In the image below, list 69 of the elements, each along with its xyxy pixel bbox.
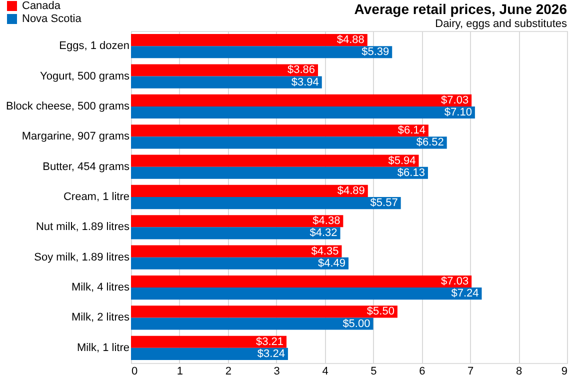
x-tick-label: 3: [274, 366, 280, 378]
y-tick-label: Milk, 2 litres: [71, 312, 130, 324]
bar: [131, 46, 392, 58]
bar: [131, 288, 482, 300]
y-tick-label: Yogurt, 500 grams: [40, 70, 130, 82]
data-label: $7.24: [451, 288, 479, 300]
y-tick-label: Cream, 1 litre: [63, 191, 130, 203]
data-label: $6.52: [416, 136, 444, 149]
bar: [131, 336, 287, 348]
bar: [131, 227, 340, 240]
x-tick-label: 1: [176, 366, 184, 378]
data-label: $4.49: [318, 257, 346, 270]
bar: [131, 215, 344, 228]
x-tick-label: 8: [516, 366, 522, 378]
x-tick-label: 5: [370, 366, 377, 378]
bar: [131, 275, 472, 288]
y-tick-label: Milk, 1 litre: [76, 342, 130, 354]
legend-label: Canada: [22, 0, 62, 12]
bar: [131, 34, 368, 46]
data-label: $6.14: [398, 124, 426, 137]
x-tick-label: 2: [225, 366, 232, 378]
data-label: $4.32: [310, 227, 338, 240]
x-tick-label: 0: [132, 366, 138, 378]
data-label: $5.94: [388, 154, 416, 167]
x-tick-label: 7: [468, 366, 474, 378]
bar: [131, 106, 475, 119]
data-label: $4.89: [337, 184, 365, 197]
bar: [131, 306, 398, 318]
data-label: $4.88: [336, 34, 364, 46]
x-tick-label: 9: [561, 366, 568, 378]
bar: [131, 184, 368, 197]
data-label: $7.10: [444, 106, 472, 118]
bar: [131, 124, 428, 137]
chart-subtitle: Dairy, eggs and substitutes: [435, 18, 568, 30]
data-label: $4.38: [312, 215, 340, 228]
bar: [131, 64, 318, 76]
data-label: $4.35: [311, 245, 339, 258]
legend-label: Nova Scotia: [22, 13, 82, 25]
bar: [131, 76, 322, 88]
x-tick-label: 4: [322, 366, 328, 378]
bar: [131, 318, 374, 330]
bar: [131, 136, 447, 149]
y-tick-label: Milk, 4 litres: [71, 282, 130, 294]
data-label: $5.00: [342, 318, 370, 330]
data-label: $3.24: [257, 348, 285, 360]
bar: [131, 154, 419, 167]
data-label: $3.21: [256, 336, 284, 348]
data-label: $5.57: [370, 197, 398, 210]
bar: [131, 348, 288, 360]
bar: [131, 166, 428, 179]
y-tick-label: Eggs, 1 dozen: [59, 40, 130, 52]
data-label: $6.13: [397, 166, 425, 179]
data-label: $7.03: [441, 94, 469, 106]
y-tick-label: Nut milk, 1.89 litres: [36, 221, 130, 234]
chart-title: Average retail prices, June 2026: [354, 1, 568, 17]
x-tick-label: 6: [419, 366, 426, 378]
y-tick-label: Margarine, 907 grams: [22, 130, 130, 143]
data-label: $3.94: [291, 76, 319, 88]
bar: [131, 197, 401, 210]
y-tick-label: Butter, 454 grams: [42, 160, 130, 173]
bar: [131, 257, 349, 270]
y-tick-label: Block cheese, 500 grams: [6, 100, 130, 112]
bar: [131, 94, 472, 106]
data-label: $5.50: [366, 306, 394, 318]
data-label: $3.86: [287, 64, 315, 76]
data-label: $7.03: [441, 276, 469, 288]
data-label: $5.39: [362, 46, 390, 58]
y-tick-label: Soy milk, 1.89 litres: [34, 251, 130, 264]
bar: [131, 245, 342, 258]
